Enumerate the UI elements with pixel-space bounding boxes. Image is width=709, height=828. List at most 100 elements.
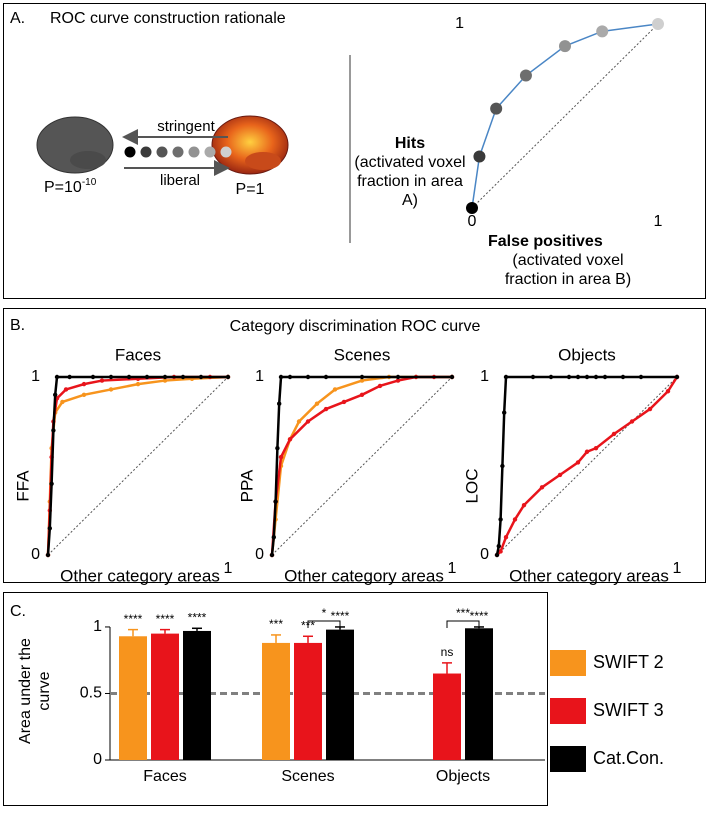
roc-point — [512, 517, 518, 522]
roc-point — [548, 374, 554, 380]
x-tick-label: 1 — [224, 560, 233, 577]
roc-point — [521, 502, 527, 508]
roc-point — [162, 374, 168, 380]
roc-point — [584, 374, 590, 380]
panel-title: Category discrimination ROC curve — [230, 318, 481, 335]
x-axis-note: (activated voxel fraction in area B) — [504, 252, 632, 288]
roc-point — [593, 446, 599, 451]
brain-image — [245, 152, 281, 170]
roc-point — [332, 387, 338, 392]
x-tick-label: Faces — [143, 768, 187, 785]
threshold-exponent: -10 — [82, 177, 97, 188]
panel-frame — [3, 308, 706, 583]
y-axis-label: Hits (activated voxel fraction in area A) — [350, 134, 470, 210]
threshold-label: P=10-10 — [44, 177, 97, 197]
diagonal — [496, 376, 678, 556]
y-axis-label: FFA — [13, 470, 32, 502]
bar — [151, 633, 179, 760]
roc-point — [323, 374, 329, 380]
x-axis-label: Other category areas — [284, 566, 444, 585]
roc-point — [45, 552, 51, 558]
panel-frame — [3, 592, 548, 806]
roc-point — [51, 428, 56, 433]
threshold-label: P=10 — [44, 179, 82, 196]
roc-point — [584, 449, 590, 454]
legend-swatch — [550, 746, 586, 772]
roc-line — [495, 375, 677, 556]
y-axis-label: Hits — [394, 135, 426, 152]
roc-point — [90, 374, 96, 380]
roc-point — [225, 374, 231, 380]
roc-point — [162, 378, 168, 383]
comparison-label: * — [322, 606, 327, 620]
subplot-title: Objects — [558, 345, 616, 364]
y-tick-label: 1 — [255, 368, 264, 385]
significance-label: *** — [269, 617, 283, 631]
x-tick-label: Objects — [436, 768, 490, 785]
significance-label: **** — [331, 609, 350, 623]
roc-point — [108, 374, 114, 380]
x-axis-label: False positives (activated voxel fraction… — [488, 232, 648, 289]
legend-label: SWIFT 3 — [593, 700, 664, 720]
panel-label: A. — [10, 10, 25, 27]
y-tick-label: 0 — [93, 751, 102, 768]
roc-point — [496, 543, 501, 549]
roc-point — [359, 392, 365, 397]
roc-point — [81, 381, 87, 387]
roc-point — [108, 387, 114, 392]
roc-point — [269, 552, 275, 558]
roc-point — [647, 406, 653, 412]
roc-point — [494, 552, 500, 558]
arrow-label: liberal — [160, 172, 200, 189]
roc-point — [67, 374, 72, 380]
roc-point — [620, 374, 626, 380]
roc-point — [126, 374, 132, 380]
legend-swatch — [550, 698, 586, 724]
roc-point — [530, 374, 536, 380]
roc-point — [602, 374, 608, 380]
bar — [433, 673, 461, 760]
x-tick-label: 1 — [673, 560, 682, 577]
roc-point — [596, 25, 609, 38]
legend-swatch — [550, 650, 586, 676]
arrow-label: stringent — [157, 118, 215, 135]
roc-point — [278, 374, 284, 380]
roc-point — [500, 463, 505, 469]
roc-point — [449, 374, 455, 380]
comparison-bracket — [307, 620, 341, 628]
roc-point — [539, 485, 545, 490]
roc-point — [519, 69, 532, 82]
legend-label: Cat.Con. — [593, 748, 664, 768]
y-tick-label: 0.5 — [80, 685, 102, 702]
y-axis-note: (activated voxel fraction in area A) — [354, 154, 466, 209]
roc-point — [49, 481, 54, 486]
roc-point — [575, 374, 581, 380]
roc-point — [47, 526, 52, 531]
roc-point — [593, 374, 599, 380]
roc-point — [341, 399, 347, 405]
panel-label: B. — [10, 317, 25, 334]
y-tick-label: 1 — [455, 15, 464, 32]
y-tick-label: 0 — [31, 546, 40, 563]
y-tick-label: 0 — [255, 546, 264, 563]
diagonal — [271, 376, 453, 556]
roc-point — [287, 437, 293, 442]
roc-point — [652, 18, 664, 30]
x-axis-label: Other category areas — [60, 566, 220, 585]
bar — [262, 642, 290, 760]
roc-point — [498, 549, 503, 554]
y-tick-label: 1 — [93, 618, 102, 635]
comparison-label: *** — [456, 606, 470, 620]
roc-point — [198, 374, 204, 380]
subplot-title: Faces — [115, 345, 161, 364]
significance-label: **** — [470, 609, 489, 623]
roc-point — [395, 378, 401, 383]
roc-point — [275, 446, 280, 451]
roc-point — [359, 374, 365, 380]
roc-point — [271, 535, 276, 540]
roc-point — [273, 499, 278, 504]
roc-point — [60, 399, 65, 405]
roc-line — [270, 375, 452, 556]
roc-point — [287, 374, 293, 380]
